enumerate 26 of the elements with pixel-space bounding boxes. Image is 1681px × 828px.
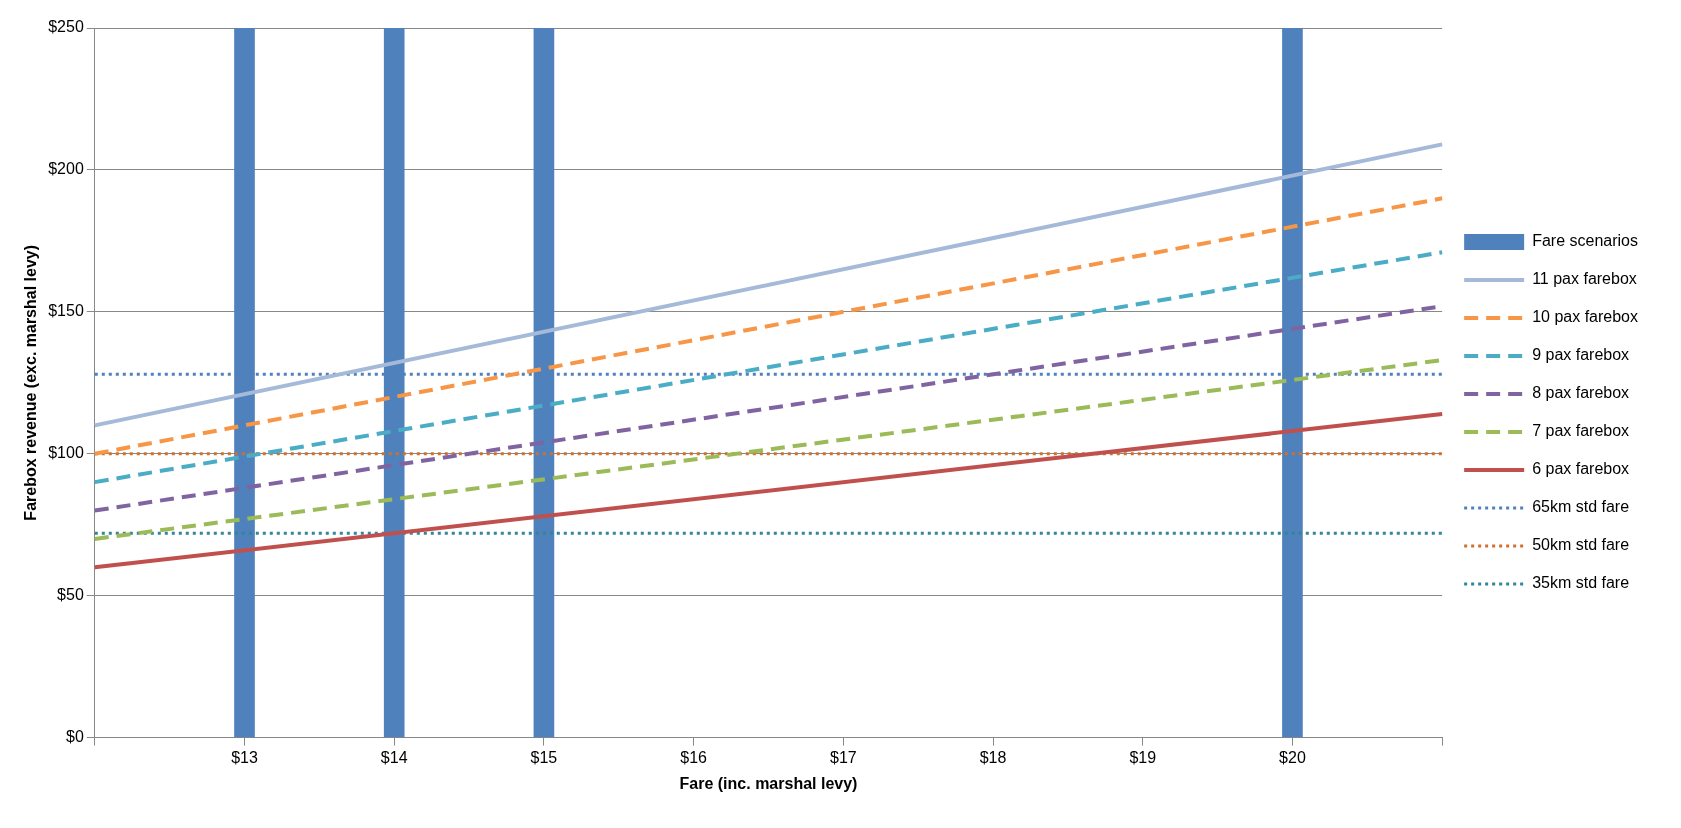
legend-label: 6 pax farebox [1532,460,1630,478]
y-tick-label: $200 [48,160,84,178]
x-tick-label: $15 [530,748,558,766]
legend-label: 50km std fare [1532,536,1630,554]
x-tick-label: $17 [829,748,857,766]
legend-label: 7 pax farebox [1532,422,1630,440]
x-tick-label: $16 [680,748,708,766]
x-tick-label: $14 [380,748,408,766]
y-axis-title: Farebox revenue (exc. marshal levy) [22,244,40,521]
legend-label: 8 pax farebox [1532,384,1630,402]
legend-label: 9 pax farebox [1532,346,1630,364]
x-tick-label: $19 [1129,748,1157,766]
x-axis-title: Fare (inc. marshal levy) [679,774,858,792]
y-tick-label: $50 [57,586,84,604]
legend-label: 35km std fare [1532,574,1630,592]
y-tick-label: $100 [48,444,84,462]
y-tick-label: $150 [48,302,84,320]
x-tick-label: $13 [231,748,258,766]
legend-label: 65km std fare [1532,498,1630,516]
legend-label: 11 pax farebox [1532,270,1637,288]
legend-label: 10 pax farebox [1532,308,1639,326]
x-tick-label: $18 [979,748,1007,766]
y-tick-label: $0 [66,728,84,746]
x-tick-label: $20 [1279,748,1306,766]
y-tick-label: $250 [48,18,84,36]
legend-label: Fare scenarios [1532,232,1638,250]
